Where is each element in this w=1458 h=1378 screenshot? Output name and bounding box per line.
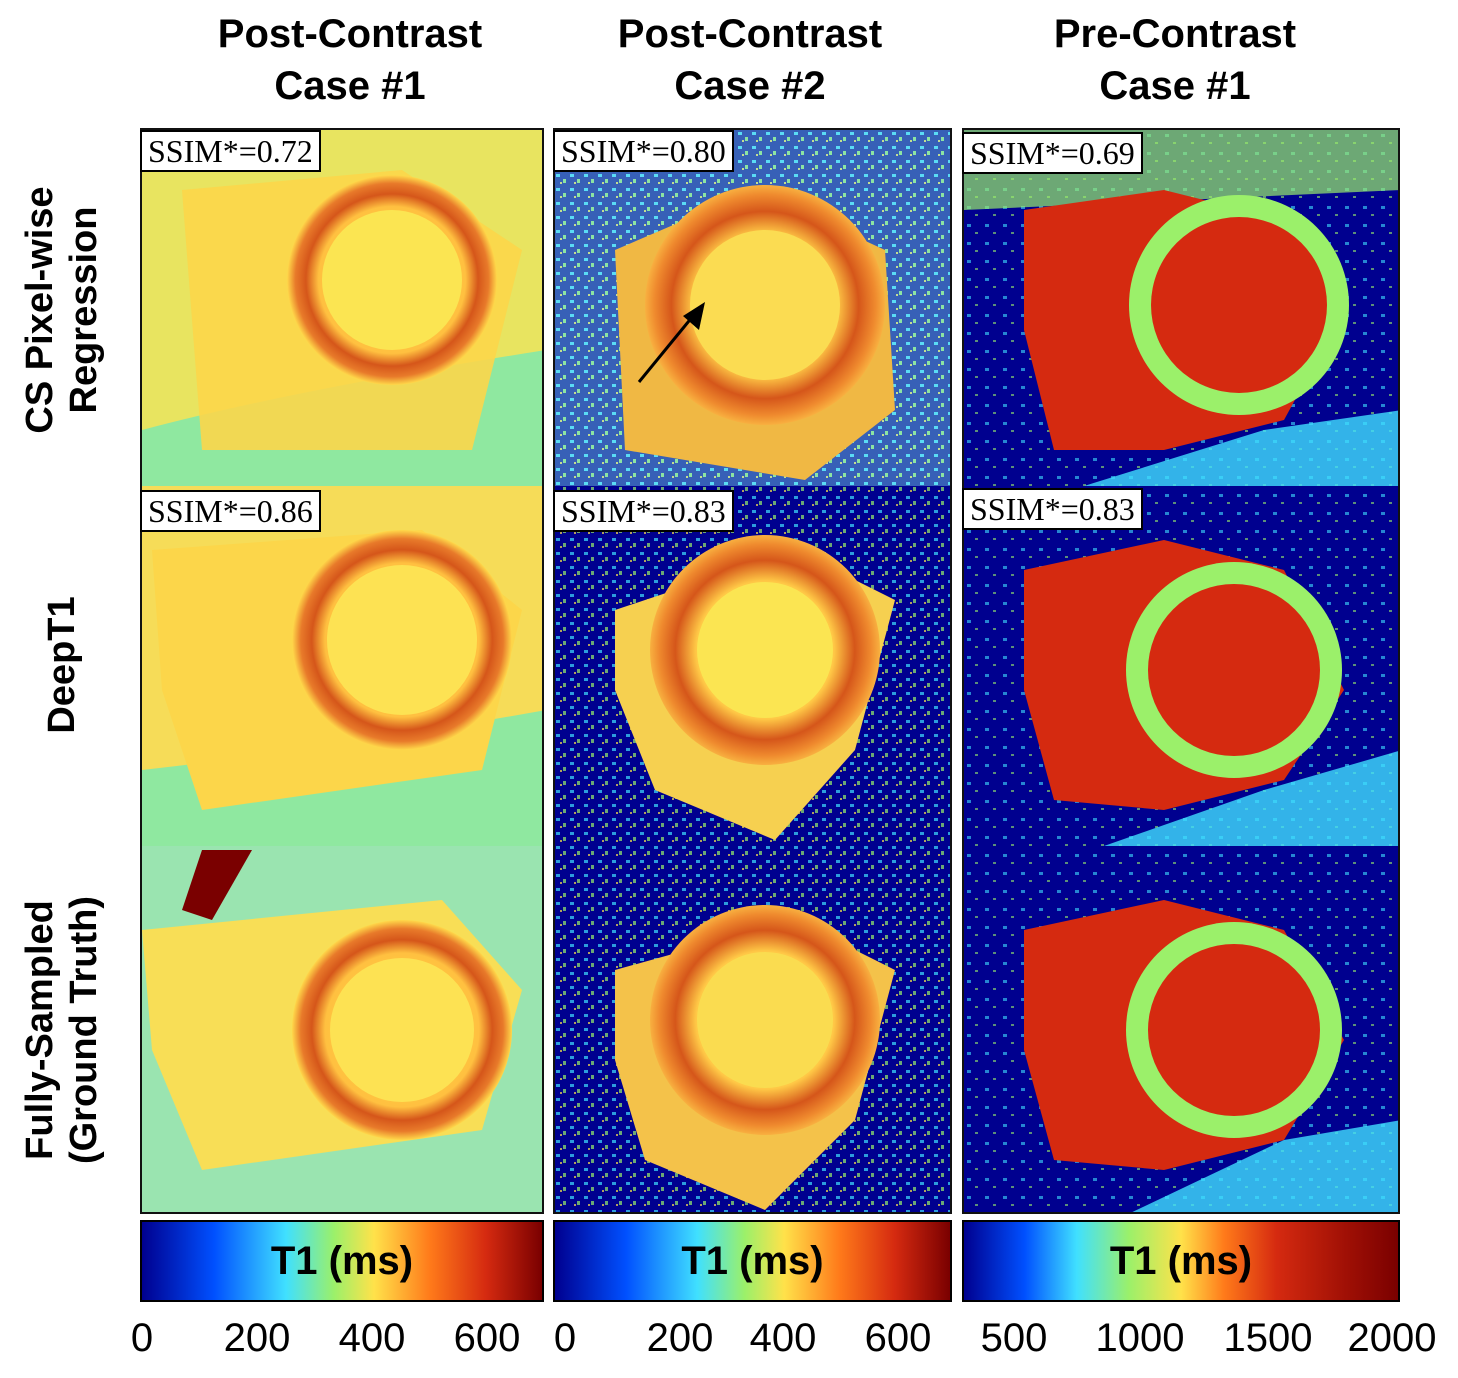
arrow-annotation	[637, 302, 705, 383]
image-column-1	[140, 128, 544, 1214]
tick-label: 1500	[1223, 1316, 1313, 1360]
colorbar-2: T1 (ms)	[553, 1220, 952, 1302]
row-label-1: CS Pixel-wise Regression	[19, 186, 105, 434]
colorbar-1: T1 (ms)	[140, 1220, 544, 1302]
tick-label: 500	[980, 1316, 1048, 1360]
colorbar-label: T1 (ms)	[681, 1238, 824, 1283]
tick-label: 400	[338, 1316, 406, 1360]
tick-label: 600	[453, 1316, 521, 1360]
colorbar-label: T1 (ms)	[1109, 1238, 1253, 1283]
ssim-label: SSIM*=0.83	[962, 488, 1143, 530]
tick-label: 200	[646, 1316, 714, 1360]
t1-map-pre-case1	[964, 130, 1398, 1212]
image-column-2	[553, 128, 952, 1214]
ssim-label: SSIM*=0.69	[962, 132, 1143, 174]
column-title-1: Post-Contrast Case #1	[217, 12, 483, 108]
image-column-3	[962, 128, 1400, 1214]
tick-label: 0	[130, 1316, 154, 1360]
tick-label: 1000	[1095, 1316, 1185, 1360]
tick-label: 0	[553, 1316, 577, 1360]
tick-label: 200	[223, 1316, 291, 1360]
tick-label: 600	[864, 1316, 932, 1360]
tick-label: 400	[749, 1316, 817, 1360]
ssim-label: SSIM*=0.86	[140, 490, 321, 532]
column-title-2: Post-Contrast Case #2	[617, 12, 883, 108]
row-label-3: Fully-Sampled (Ground Truth)	[19, 895, 105, 1165]
colorbar-label: T1 (ms)	[270, 1238, 414, 1283]
tick-label: 2000	[1347, 1316, 1437, 1360]
t1-map-post-case1	[142, 130, 542, 1212]
ssim-label: SSIM*=0.80	[553, 130, 734, 172]
ssim-label: SSIM*=0.72	[140, 130, 321, 172]
colorbar-3: T1 (ms)	[962, 1220, 1400, 1302]
column-title-3: Pre-Contrast Case #1	[1053, 12, 1297, 108]
ssim-label: SSIM*=0.83	[553, 490, 734, 532]
row-label-2: DeepT1	[41, 596, 83, 734]
t1-map-post-case2	[555, 130, 950, 1212]
